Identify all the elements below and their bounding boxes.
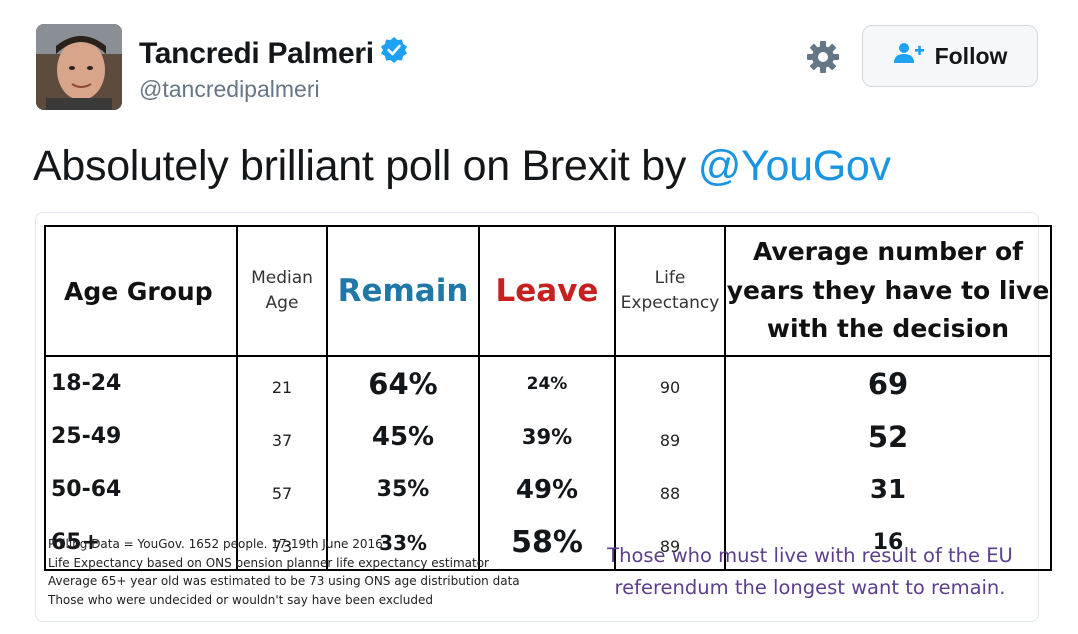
verified-badge-icon — [380, 36, 408, 72]
tweet-text: Absolutely brilliant poll on Brexit by @… — [33, 142, 891, 191]
cell-life-expectancy: 88 — [614, 463, 726, 516]
cell-age-group: 65+ — [44, 516, 238, 571]
header-median-age: Median Age — [236, 225, 328, 357]
cell-remain: 45% — [326, 410, 480, 463]
header-age-group: Age Group — [44, 225, 238, 357]
table-footnotes: Polling Data = YouGov. 1652 people. 17-1… — [48, 535, 520, 609]
header-life-expectancy: Life Expectancy — [614, 225, 726, 357]
cell-leave: 39% — [478, 410, 616, 463]
table-row: 25-49 37 45% 39% 89 52 — [44, 410, 1052, 463]
header-life-line1: Life — [654, 267, 686, 288]
header-avg-line1: Average number of — [752, 236, 1024, 266]
footnote: Average 65+ year old was estimated to be… — [48, 574, 520, 588]
cell-years: 16 — [724, 516, 1052, 571]
avatar[interactable] — [36, 24, 122, 110]
user-name[interactable]: Tancredi Palmeri — [139, 36, 408, 72]
cell-years: 52 — [724, 410, 1052, 463]
caption-line1: Those who must live with result of the E… — [607, 544, 1013, 567]
cell-age-group: 25-49 — [44, 410, 238, 463]
footnote: Those who were undecided or wouldn't say… — [48, 592, 433, 607]
image-caption: Those who must live with result of the E… — [600, 540, 1020, 604]
cell-age-group: 18-24 — [44, 356, 238, 410]
cell-life-expectancy: 89 — [614, 410, 726, 463]
add-user-icon — [893, 41, 925, 71]
gear-icon[interactable] — [804, 38, 842, 76]
footnote: Life Expectancy based on ONS pension pla… — [48, 555, 489, 570]
header-avg-line3: with the decision — [766, 314, 1010, 344]
cell-leave: 58% — [478, 516, 616, 571]
cell-median-age: 37 — [236, 410, 328, 463]
mention-link[interactable]: @YouGov — [697, 142, 891, 190]
cell-leave: 49% — [478, 463, 616, 516]
table-row: 18-24 21 64% 24% 90 69 — [44, 356, 1052, 410]
header-remain: Remain — [326, 225, 480, 357]
cell-median-age: 73 — [236, 516, 328, 571]
header-leave: Leave — [478, 225, 616, 357]
follow-button[interactable]: Follow — [862, 25, 1038, 87]
caption-line2: referendum the longest want to remain. — [614, 576, 1006, 599]
header-average-years: Average number of years they have to liv… — [724, 225, 1052, 357]
tweet-body: Absolutely brilliant poll on Brexit by — [33, 142, 698, 190]
header-median-age-line1: Median — [251, 267, 313, 288]
table-row: 65+ 73 33% 58% 89 16 — [44, 516, 1052, 571]
cell-median-age: 21 — [236, 356, 328, 410]
cell-leave: 24% — [478, 356, 616, 410]
cell-remain: 33% — [326, 516, 480, 571]
cell-median-age: 57 — [236, 463, 328, 516]
poll-table: Age Group Median Age Remain Leave Life E… — [44, 225, 1052, 571]
header-avg-line2: years they have to live — [726, 275, 1050, 305]
user-handle[interactable]: @tancredipalmeri — [139, 76, 320, 102]
cell-life-expectancy: 90 — [614, 356, 726, 410]
follow-label: Follow — [934, 42, 1008, 69]
header-median-age-line2: Age — [265, 293, 299, 313]
header-life-line2: Expectancy — [620, 293, 720, 313]
cell-remain: 35% — [326, 463, 480, 516]
cell-life-expectancy: 89 — [614, 516, 726, 571]
user-name-text[interactable]: Tancredi Palmeri — [139, 37, 374, 70]
cell-age-group: 50-64 — [44, 463, 238, 516]
footnote: Polling Data = YouGov. 1652 people. 17-1… — [48, 537, 383, 551]
cell-years: 31 — [724, 463, 1052, 516]
table-row: 50-64 57 35% 49% 88 31 — [44, 463, 1052, 516]
cell-remain: 64% — [326, 356, 480, 410]
cell-years: 69 — [724, 356, 1052, 410]
